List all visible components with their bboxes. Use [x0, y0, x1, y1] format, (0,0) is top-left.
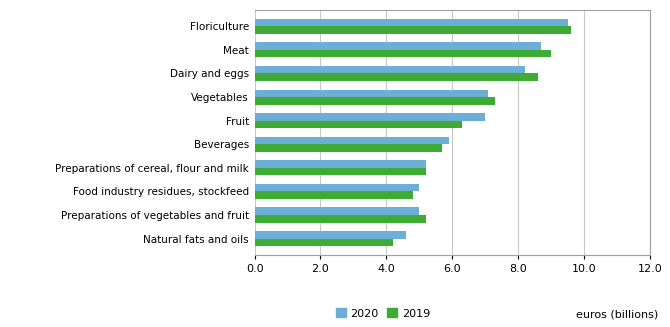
Bar	[255, 113, 485, 121]
Bar	[255, 50, 551, 58]
Bar	[255, 97, 495, 105]
Bar	[255, 168, 426, 175]
Bar	[255, 66, 525, 74]
Bar	[255, 74, 538, 81]
Bar	[255, 19, 567, 26]
Bar	[255, 207, 419, 215]
Bar	[255, 231, 406, 239]
Bar	[255, 43, 541, 50]
Bar	[255, 144, 442, 152]
Bar	[255, 90, 488, 97]
Bar	[255, 239, 393, 246]
Bar	[255, 191, 413, 199]
Bar	[255, 137, 449, 144]
Bar	[255, 26, 571, 34]
Bar	[255, 184, 419, 191]
Bar	[255, 160, 426, 168]
Text: euros (billions): euros (billions)	[576, 309, 658, 319]
Legend: 2020, 2019: 2020, 2019	[331, 304, 434, 323]
Bar	[255, 121, 462, 128]
Bar	[255, 215, 426, 222]
